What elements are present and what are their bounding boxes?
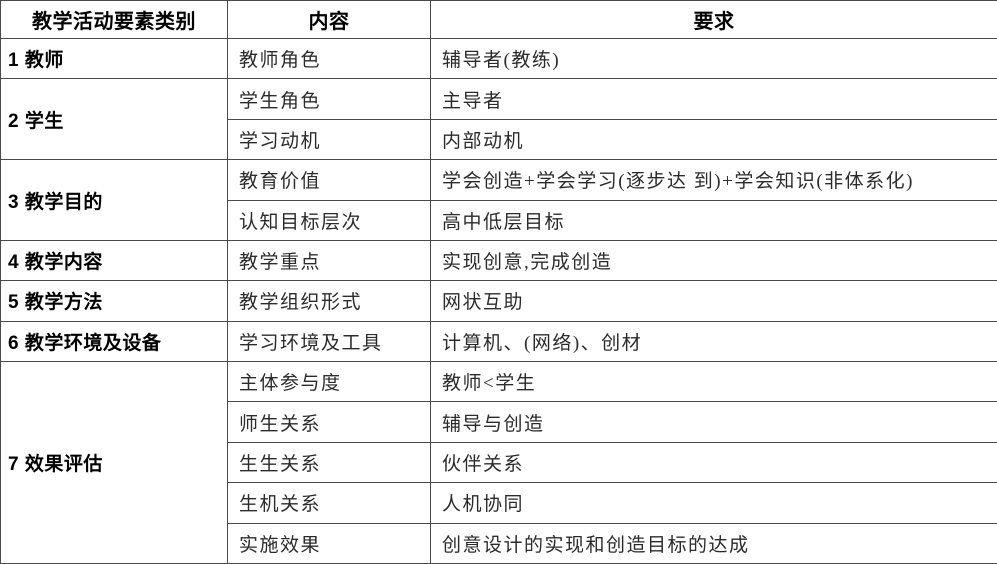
- table-row: 实施效果 创意设计的实现和创造目标的达成: [1, 522, 997, 564]
- requirement-cell: 辅导与创造: [430, 401, 997, 443]
- content-cell: 学习环境及工具: [227, 320, 431, 363]
- col-header-category: 教学活动要素类别: [0, 0, 228, 39]
- requirement-cell: 高中低层目标: [430, 199, 997, 241]
- table-row: 认知目标层次 高中低层目标: [1, 199, 997, 241]
- table-row: 7 效果评估 主体参与度 教师<学生: [0, 360, 997, 564]
- table-row: 4 教学内容 教学重点 实现创意,完成创造: [0, 239, 997, 282]
- content-cell: 学生角色: [227, 78, 431, 120]
- col-header-content: 内容: [227, 0, 431, 39]
- content-cell: 生生关系: [227, 441, 431, 484]
- col-header-requirement: 要求: [430, 0, 997, 39]
- category-cell-teaching-purpose: 3 教学目的: [0, 159, 228, 241]
- content-cell: 教育价值: [227, 159, 431, 201]
- content-cell: 实施效果: [227, 522, 431, 564]
- table-row: 1 教师 教师角色 辅导者(教练): [0, 37, 997, 80]
- category-cell-effect-evaluation: 7 效果评估: [0, 361, 228, 564]
- table-row: 生机关系 人机协同: [1, 482, 997, 524]
- requirement-cell: 伙伴关系: [430, 441, 997, 484]
- requirement-cell: 人机协同: [430, 482, 997, 524]
- requirement-cell: 辅导者(教练): [430, 37, 997, 80]
- content-cell: 主体参与度: [227, 360, 431, 403]
- requirement-cell: 计算机、(网络)、创材: [430, 320, 997, 363]
- requirement-cell: 网状互助: [430, 280, 997, 322]
- content-cell: 学习动机: [227, 118, 431, 161]
- requirement-cell: 学会创造+学会学习(逐步达 到)+学会知识(非体系化): [430, 159, 997, 201]
- table-row: 5 教学方法 教学组织形式 网状互助: [0, 280, 997, 322]
- content-cell: 师生关系: [227, 401, 431, 443]
- category-cell-teaching-content: 4 教学内容: [0, 239, 228, 282]
- requirement-cell: 教师<学生: [430, 360, 997, 403]
- category-cell-teaching-method: 5 教学方法: [0, 280, 228, 322]
- content-cell: 教学重点: [227, 239, 431, 282]
- content-cell: 生机关系: [227, 482, 431, 524]
- table-row: 生生关系 伙伴关系: [1, 441, 997, 484]
- content-cell: 教师角色: [227, 37, 431, 80]
- content-cell: 认知目标层次: [227, 199, 431, 241]
- table-row: 6 教学环境及设备 学习环境及工具 计算机、(网络)、创材: [0, 320, 997, 363]
- requirement-cell: 内部动机: [430, 118, 997, 161]
- category-cell-teacher: 1 教师: [0, 37, 228, 80]
- table-header-row: 教学活动要素类别 内容 要求: [0, 0, 997, 39]
- table-row: 师生关系 辅导与创造: [1, 401, 997, 443]
- table-row: 学习动机 内部动机: [1, 118, 997, 161]
- table-row: 2 学生 学生角色 主导者: [0, 78, 997, 161]
- category-cell-environment-equipment: 6 教学环境及设备: [0, 320, 228, 363]
- requirement-cell: 创意设计的实现和创造目标的达成: [430, 522, 997, 564]
- requirement-cell: 主导者: [430, 78, 997, 120]
- table-row: 3 教学目的 教育价值 学会创造+学会学习(逐步达 到)+学会知识(非体系化): [0, 159, 997, 241]
- requirement-cell: 实现创意,完成创造: [430, 239, 997, 282]
- category-cell-student: 2 学生: [0, 78, 228, 161]
- content-cell: 教学组织形式: [227, 280, 431, 322]
